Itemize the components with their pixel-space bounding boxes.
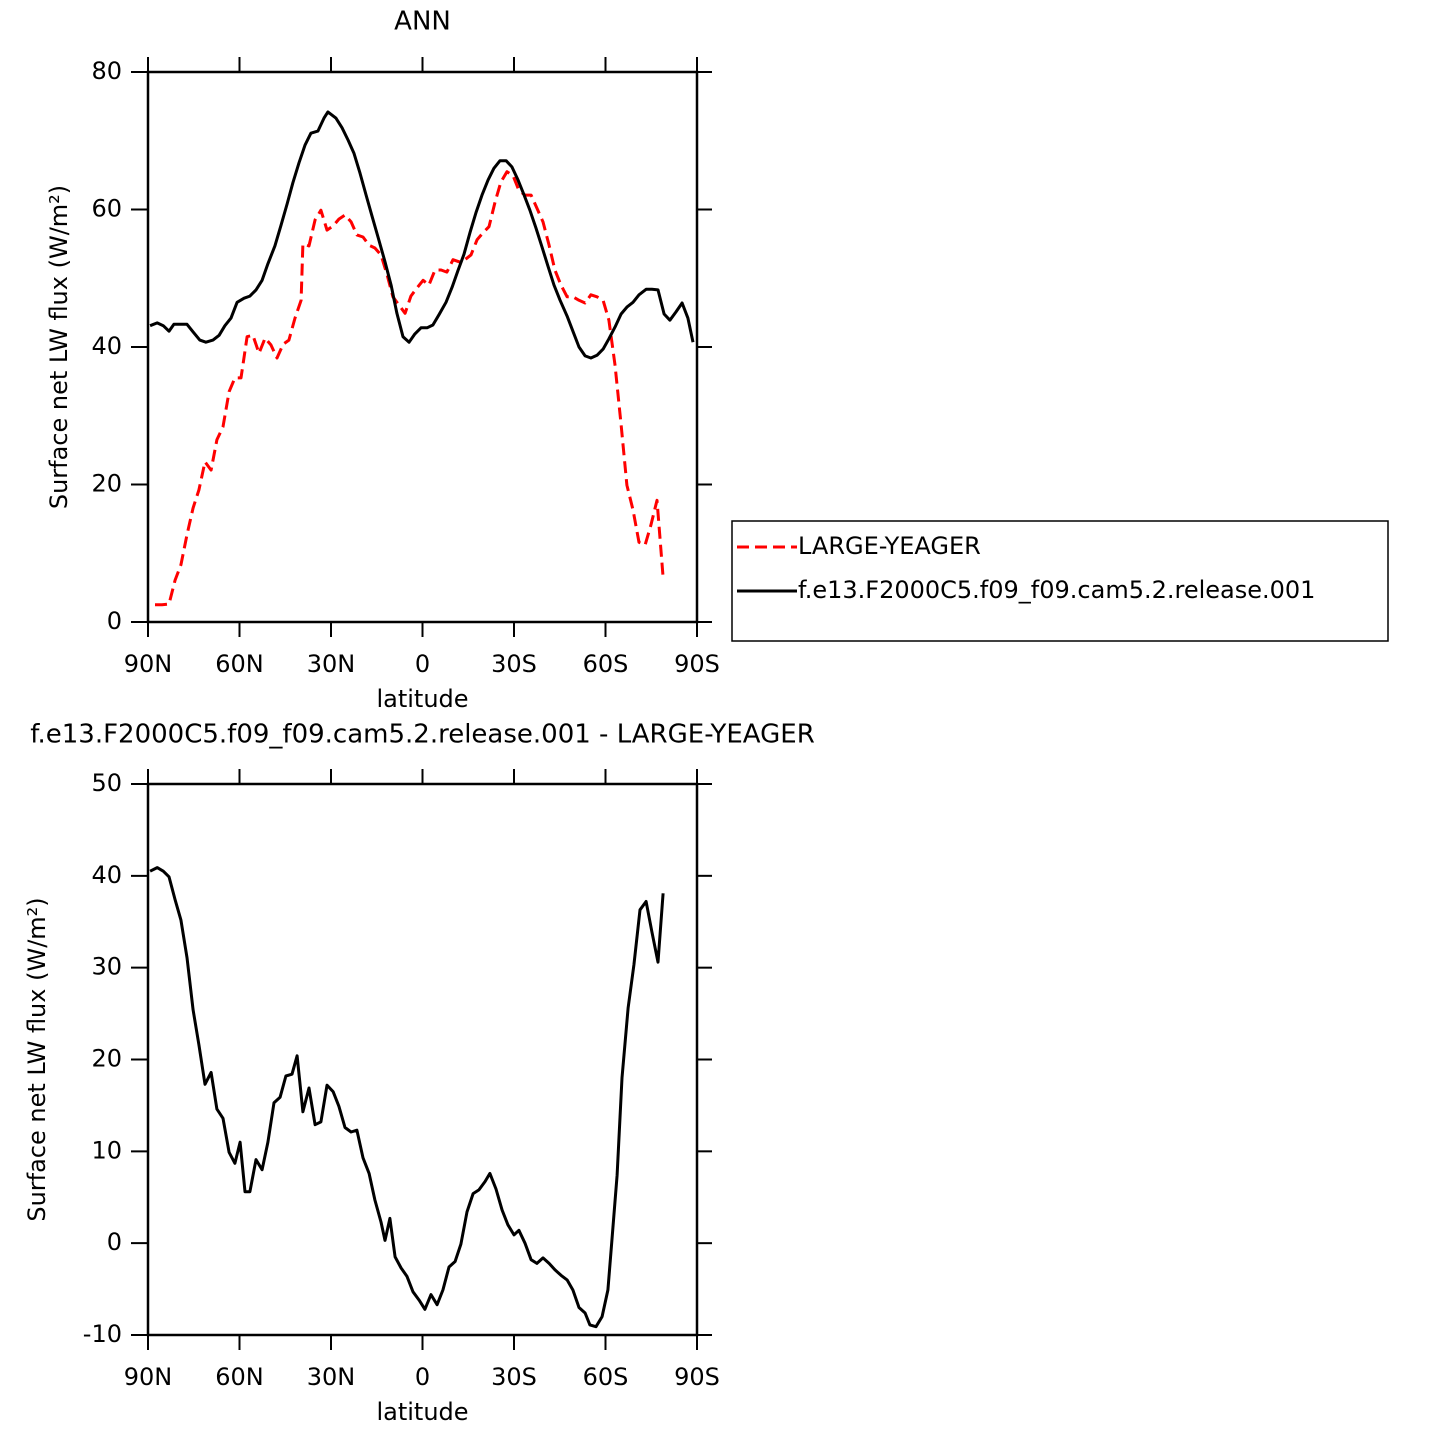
x-tick-label: 90N [124, 1363, 173, 1391]
x-axis-label: latitude [376, 1398, 468, 1426]
x-tick-label: 60S [583, 1363, 629, 1391]
y-tick-label: 60 [91, 195, 122, 223]
plot-frame [146, 782, 699, 1337]
y-tick-label: 50 [91, 769, 122, 797]
x-tick-label: 30S [491, 650, 537, 678]
x-tick-label: 60N [215, 650, 264, 678]
legend-label: f.e13.F2000C5.f09_f09.cam5.2.release.001 [798, 576, 1315, 604]
data-line [149, 866, 665, 1329]
data-line [149, 110, 695, 360]
legend-label: LARGE-YEAGER [798, 532, 981, 560]
y-tick-label: 20 [91, 1045, 122, 1073]
y-tick-label: 0 [107, 607, 122, 635]
x-tick-label: 60N [215, 1363, 264, 1391]
y-tick-label: 20 [91, 470, 122, 498]
chart-title: ANN [394, 7, 451, 37]
x-tick-label: 90S [674, 650, 720, 678]
y-tick-label: 0 [107, 1228, 122, 1256]
x-tick-label: 30N [307, 1363, 356, 1391]
y-tick-label: 30 [91, 953, 122, 981]
chart-title: f.e13.F2000C5.f09_f09.cam5.2.release.001… [30, 720, 815, 750]
y-tick-label: 40 [91, 332, 122, 360]
x-tick-label: 0 [415, 650, 430, 678]
x-tick-label: 60S [583, 650, 629, 678]
y-tick-label: 40 [91, 861, 122, 889]
x-axis-label: latitude [376, 685, 468, 713]
x-tick-label: 30S [491, 1363, 537, 1391]
x-tick-label: 90N [124, 650, 173, 678]
data-line [155, 170, 665, 607]
x-tick-label: 0 [415, 1363, 430, 1391]
x-tick-label: 90S [674, 1363, 720, 1391]
y-axis-label: Surface net LW flux (W/m²) [23, 897, 51, 1221]
plot-frame [146, 70, 699, 624]
legend-box [731, 520, 1389, 642]
y-tick-label: 10 [91, 1136, 122, 1164]
y-tick-label: 80 [91, 57, 122, 85]
y-tick-label: -10 [83, 1320, 122, 1348]
y-axis-label: Surface net LW flux (W/m²) [45, 185, 73, 509]
x-tick-label: 30N [307, 650, 356, 678]
